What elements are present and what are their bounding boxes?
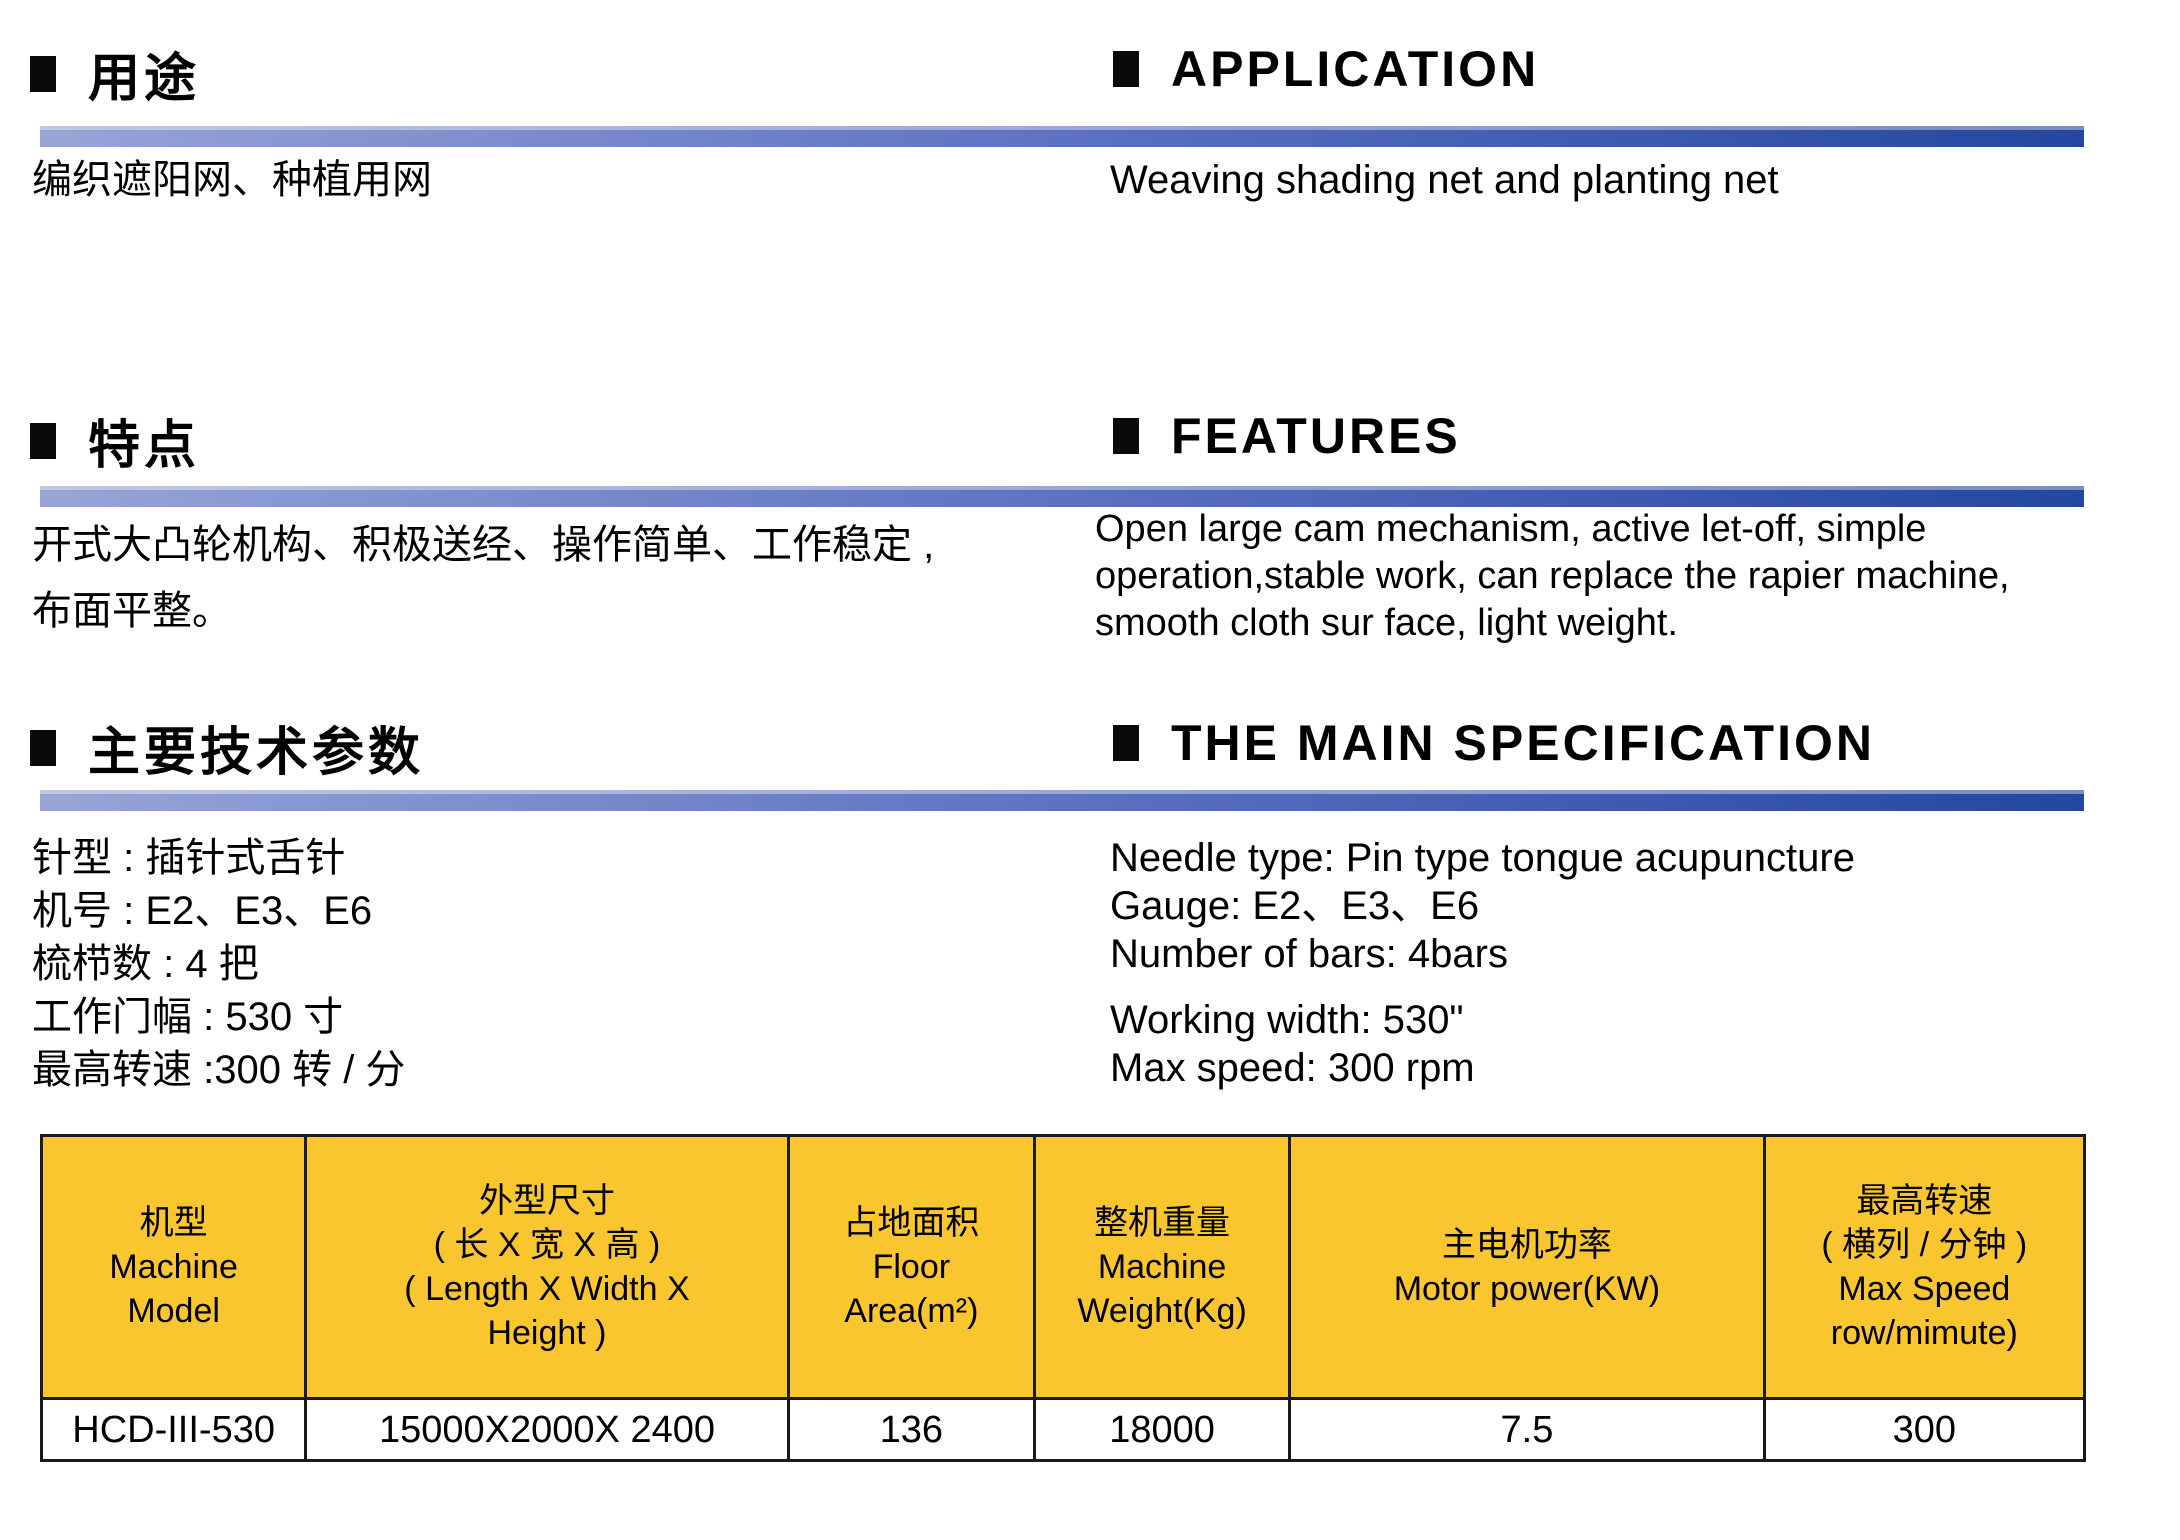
header-machine-model: 机型 Machine Model [39,1134,308,1400]
header-max-speed: 最高转速 ( 横列 / 分钟 ) Max Speed row/mimute) [1762,1134,2087,1400]
specification-table: 机型 Machine Model 外型尺寸 ( 长 X 宽 X 高 ) ( Le… [39,1134,2087,1462]
square-bullet-icon [1113,418,1139,454]
specification-body-cn: 针型 : 插针式舌针 机号 : E2、E3、E6 梳栉数 : 4 把 工作门幅 … [32,836,406,1092]
square-bullet-icon [1113,725,1139,761]
section-divider-bar [40,790,2084,811]
application-body-cn: 编织遮阳网、种植用网 [32,158,432,202]
square-bullet-icon [1113,51,1139,87]
specification-body-en-group1: Needle type: Pin type tongue acupuncture… [1110,836,1855,976]
features-heading-cn-text: 特点 [88,417,201,475]
header-floor-area: 占地面积 Floor Area(m²) [786,1134,1036,1400]
header-motor-power: 主电机功率 Motor power(KW) [1288,1134,1766,1400]
features-body-cn: 开式大凸轮机构、积极送经、操作简单、工作稳定 , 布面平整。 [32,523,935,633]
features-heading-en: FEATURES [1113,407,1461,465]
features-body-en: Open large cam mechanism, active let-off… [1095,508,2010,644]
application-heading-en-text: APPLICATION [1171,41,1540,97]
specification-body-en-group2: Working width: 530" Max speed: 300 rpm [1110,998,1475,1090]
specification-heading-en-text: THE MAIN SPECIFICATION [1171,715,1875,771]
cell-machine-model: HCD-III-530 [39,1397,308,1462]
cell-dimensions: 15000X2000X 2400 [304,1397,790,1462]
specification-heading-en: THE MAIN SPECIFICATION [1113,714,1875,772]
features-heading-en-text: FEATURES [1171,408,1461,464]
header-machine-weight: 整机重量 Machine Weight(Kg) [1032,1134,1292,1400]
section-divider-bar [40,486,2084,507]
application-heading-cn: 用途 [30,36,200,111]
header-dimensions: 外型尺寸 ( 长 X 宽 X 高 ) ( Length X Width X He… [304,1134,790,1400]
specification-heading-cn: 主要技术参数 [30,710,424,785]
features-heading-cn: 特点 [30,403,200,478]
cell-max-speed: 300 [1762,1397,2087,1462]
application-heading-cn-text: 用途 [88,50,201,108]
cell-motor-power: 7.5 [1288,1397,1766,1462]
table-row: HCD-III-530 15000X2000X 2400 136 18000 7… [39,1397,2087,1462]
table-header-row: 机型 Machine Model 外型尺寸 ( 长 X 宽 X 高 ) ( Le… [39,1134,2087,1400]
square-bullet-icon [30,55,56,92]
cell-floor-area: 136 [786,1397,1036,1462]
specification-heading-cn-text: 主要技术参数 [88,724,425,782]
cell-machine-weight: 18000 [1032,1397,1292,1462]
square-bullet-icon [30,422,56,459]
application-heading-en: APPLICATION [1113,40,1539,98]
application-body-en: Weaving shading net and planting net [1110,158,1779,202]
section-divider-bar [40,126,2084,147]
square-bullet-icon [30,729,56,766]
